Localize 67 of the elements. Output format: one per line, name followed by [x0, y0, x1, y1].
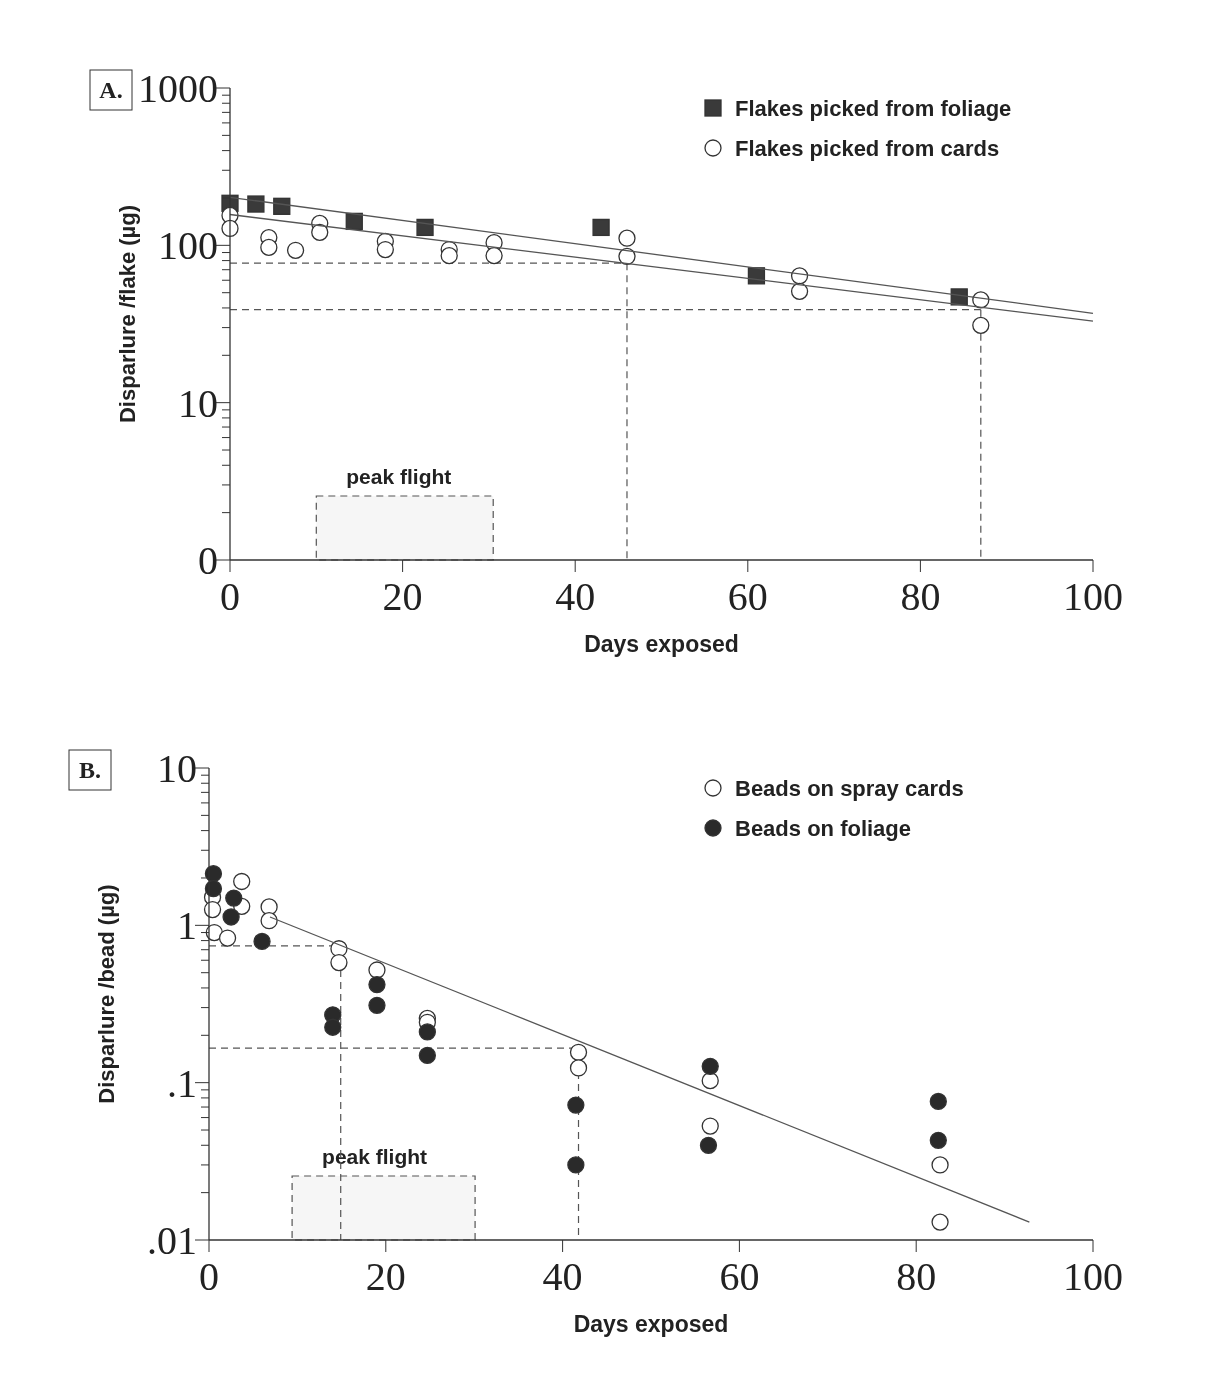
y-tick-label: 100	[158, 223, 218, 269]
point	[368, 961, 386, 979]
point	[618, 229, 636, 247]
band-label: peak flight	[322, 1145, 428, 1168]
point	[701, 1072, 719, 1090]
text: A.	[99, 77, 123, 103]
point	[790, 282, 809, 300]
x-tick-label: 20	[382, 574, 423, 619]
point	[972, 316, 990, 335]
point	[931, 1156, 949, 1174]
x-tick-label: 20	[365, 1254, 406, 1299]
y-tick-label: 10	[178, 380, 218, 426]
point	[569, 1059, 588, 1077]
x-tick-label: 80	[896, 1254, 937, 1299]
y-axis-title: Disparlure /bead (µg)	[94, 884, 119, 1104]
y-tick-label: 0	[198, 538, 218, 583]
point	[569, 1043, 588, 1061]
x-tick-label: 100	[1063, 1254, 1123, 1299]
point	[376, 240, 394, 259]
point	[253, 932, 271, 951]
x-axis-title: Days exposed	[584, 631, 739, 657]
point	[330, 953, 348, 972]
x-tick-label: 40	[542, 1254, 583, 1299]
point	[567, 1096, 585, 1114]
point	[567, 1156, 585, 1174]
y-tick-label: .1	[167, 1060, 197, 1106]
point	[701, 1057, 719, 1075]
point	[324, 1018, 342, 1036]
point	[416, 218, 434, 237]
point	[699, 1136, 718, 1154]
point	[418, 1023, 436, 1041]
point	[418, 1046, 436, 1065]
point	[701, 1117, 719, 1135]
point	[485, 246, 503, 265]
y-tick-label: 10	[157, 746, 197, 791]
y-tick-label: 1	[177, 903, 197, 949]
point	[440, 246, 458, 265]
x-tick-label: 100	[1063, 574, 1123, 619]
x-tick-label: 40	[555, 574, 596, 619]
point	[368, 996, 386, 1015]
legend-label: Beads on foliage	[735, 816, 912, 841]
point	[368, 975, 386, 994]
point	[929, 1092, 947, 1111]
point	[260, 238, 278, 257]
x-tick-label: 60	[727, 574, 768, 619]
point	[247, 195, 265, 213]
legend-label: Flakes picked from cards	[735, 136, 1000, 161]
point	[286, 241, 305, 259]
point	[218, 929, 237, 947]
y-tick-label: 1000	[138, 66, 218, 111]
y-tick-label: .01	[147, 1218, 197, 1263]
point	[225, 889, 243, 907]
y-axis-title: Disparlure /flake (µg)	[115, 204, 140, 424]
point	[311, 223, 329, 241]
x-tick-label: 80	[900, 574, 941, 619]
text: B.	[78, 757, 102, 783]
x-axis-title: Days exposed	[573, 1311, 729, 1337]
legend-label: Beads on spray cards	[735, 776, 964, 801]
point	[592, 218, 610, 237]
x-tick-label: 60	[719, 1254, 760, 1299]
point	[260, 912, 278, 930]
point	[931, 1213, 949, 1231]
point	[233, 872, 251, 891]
band-label: peak flight	[346, 465, 452, 488]
point	[929, 1131, 947, 1149]
point	[222, 908, 240, 926]
legend-label: Flakes picked from foliage	[735, 96, 1012, 121]
